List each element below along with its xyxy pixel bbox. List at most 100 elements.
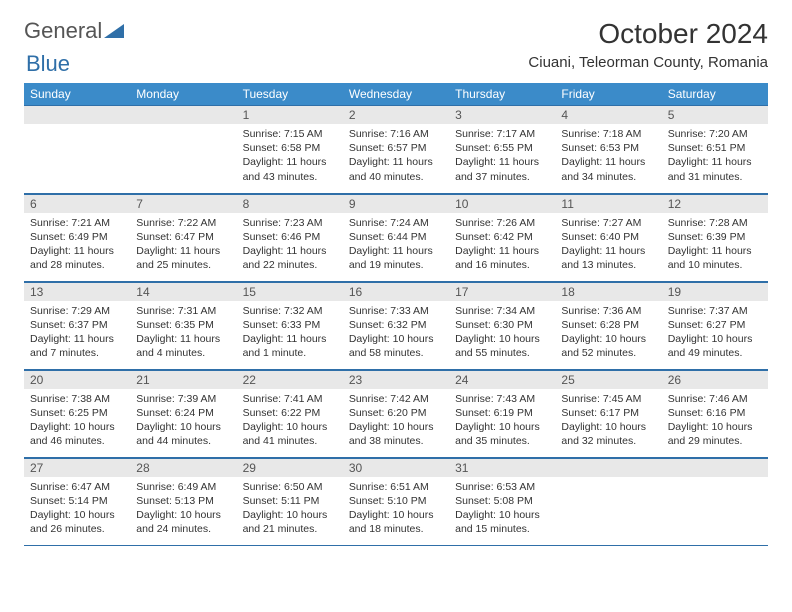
sunset-text: Sunset: 5:13 PM xyxy=(136,494,230,508)
brand-part1: General xyxy=(24,18,102,44)
day-number: 5 xyxy=(662,105,768,124)
sunset-text: Sunset: 6:16 PM xyxy=(668,406,762,420)
sunrise-text: Sunrise: 7:17 AM xyxy=(455,127,549,141)
day-number: 8 xyxy=(237,194,343,213)
day-info: Sunrise: 6:49 AMSunset: 5:13 PMDaylight:… xyxy=(130,477,236,541)
daylight-text: Daylight: 11 hours and 7 minutes. xyxy=(30,332,124,360)
sunset-text: Sunset: 5:10 PM xyxy=(349,494,443,508)
daylight-text: Daylight: 11 hours and 1 minute. xyxy=(243,332,337,360)
day-number: 30 xyxy=(343,458,449,477)
sunrise-text: Sunrise: 7:33 AM xyxy=(349,304,443,318)
calendar-week-row: 27Sunrise: 6:47 AMSunset: 5:14 PMDayligh… xyxy=(24,457,768,545)
sunrise-text: Sunrise: 7:36 AM xyxy=(561,304,655,318)
sunset-text: Sunset: 6:17 PM xyxy=(561,406,655,420)
sunrise-text: Sunrise: 7:43 AM xyxy=(455,392,549,406)
calendar-cell: 18Sunrise: 7:36 AMSunset: 6:28 PMDayligh… xyxy=(555,281,661,369)
calendar-week-row: 6Sunrise: 7:21 AMSunset: 6:49 PMDaylight… xyxy=(24,193,768,281)
weekday-header: Sunday xyxy=(24,83,130,105)
day-number: 12 xyxy=(662,194,768,213)
sunset-text: Sunset: 6:33 PM xyxy=(243,318,337,332)
weekday-header: Tuesday xyxy=(237,83,343,105)
day-number: 6 xyxy=(24,194,130,213)
sunrise-text: Sunrise: 6:53 AM xyxy=(455,480,549,494)
sunrise-text: Sunrise: 6:50 AM xyxy=(243,480,337,494)
brand-part2: Blue xyxy=(26,51,70,76)
calendar-cell: 10Sunrise: 7:26 AMSunset: 6:42 PMDayligh… xyxy=(449,193,555,281)
sunrise-text: Sunrise: 7:22 AM xyxy=(136,216,230,230)
sunset-text: Sunset: 6:49 PM xyxy=(30,230,124,244)
day-number: 24 xyxy=(449,370,555,389)
day-info: Sunrise: 7:45 AMSunset: 6:17 PMDaylight:… xyxy=(555,389,661,453)
day-number: 13 xyxy=(24,282,130,301)
calendar-week-row: 13Sunrise: 7:29 AMSunset: 6:37 PMDayligh… xyxy=(24,281,768,369)
day-info: Sunrise: 7:27 AMSunset: 6:40 PMDaylight:… xyxy=(555,213,661,277)
sunrise-text: Sunrise: 7:28 AM xyxy=(668,216,762,230)
day-number: 1 xyxy=(237,105,343,124)
sunrise-text: Sunrise: 7:37 AM xyxy=(668,304,762,318)
daylight-text: Daylight: 10 hours and 49 minutes. xyxy=(668,332,762,360)
day-number: 15 xyxy=(237,282,343,301)
calendar-cell: 4Sunrise: 7:18 AMSunset: 6:53 PMDaylight… xyxy=(555,105,661,193)
day-info: Sunrise: 7:28 AMSunset: 6:39 PMDaylight:… xyxy=(662,213,768,277)
day-info: Sunrise: 7:36 AMSunset: 6:28 PMDaylight:… xyxy=(555,301,661,365)
sunrise-text: Sunrise: 7:18 AM xyxy=(561,127,655,141)
day-info: Sunrise: 7:16 AMSunset: 6:57 PMDaylight:… xyxy=(343,124,449,188)
sunrise-text: Sunrise: 7:21 AM xyxy=(30,216,124,230)
calendar-cell: 23Sunrise: 7:42 AMSunset: 6:20 PMDayligh… xyxy=(343,369,449,457)
calendar-cell: 12Sunrise: 7:28 AMSunset: 6:39 PMDayligh… xyxy=(662,193,768,281)
calendar-cell: 26Sunrise: 7:46 AMSunset: 6:16 PMDayligh… xyxy=(662,369,768,457)
daylight-text: Daylight: 11 hours and 22 minutes. xyxy=(243,244,337,272)
day-info: Sunrise: 7:41 AMSunset: 6:22 PMDaylight:… xyxy=(237,389,343,453)
day-number: 9 xyxy=(343,194,449,213)
daylight-text: Daylight: 11 hours and 34 minutes. xyxy=(561,155,655,183)
sunset-text: Sunset: 6:19 PM xyxy=(455,406,549,420)
day-info: Sunrise: 7:17 AMSunset: 6:55 PMDaylight:… xyxy=(449,124,555,188)
calendar-cell: 9Sunrise: 7:24 AMSunset: 6:44 PMDaylight… xyxy=(343,193,449,281)
day-info: Sunrise: 7:31 AMSunset: 6:35 PMDaylight:… xyxy=(130,301,236,365)
calendar-cell: 3Sunrise: 7:17 AMSunset: 6:55 PMDaylight… xyxy=(449,105,555,193)
sunset-text: Sunset: 6:25 PM xyxy=(30,406,124,420)
daylight-text: Daylight: 11 hours and 28 minutes. xyxy=(30,244,124,272)
calendar-cell: 17Sunrise: 7:34 AMSunset: 6:30 PMDayligh… xyxy=(449,281,555,369)
sunrise-text: Sunrise: 7:32 AM xyxy=(243,304,337,318)
sunset-text: Sunset: 6:24 PM xyxy=(136,406,230,420)
calendar-cell: 28Sunrise: 6:49 AMSunset: 5:13 PMDayligh… xyxy=(130,457,236,545)
weekday-header: Monday xyxy=(130,83,236,105)
day-info: Sunrise: 7:43 AMSunset: 6:19 PMDaylight:… xyxy=(449,389,555,453)
day-info: Sunrise: 6:51 AMSunset: 5:10 PMDaylight:… xyxy=(343,477,449,541)
weekday-row: SundayMondayTuesdayWednesdayThursdayFrid… xyxy=(24,83,768,105)
sunrise-text: Sunrise: 7:29 AM xyxy=(30,304,124,318)
day-info: Sunrise: 7:46 AMSunset: 6:16 PMDaylight:… xyxy=(662,389,768,453)
day-number: 23 xyxy=(343,370,449,389)
day-info: Sunrise: 7:37 AMSunset: 6:27 PMDaylight:… xyxy=(662,301,768,365)
day-number xyxy=(24,105,130,124)
day-info: Sunrise: 7:26 AMSunset: 6:42 PMDaylight:… xyxy=(449,213,555,277)
sunset-text: Sunset: 6:28 PM xyxy=(561,318,655,332)
day-info: Sunrise: 7:39 AMSunset: 6:24 PMDaylight:… xyxy=(130,389,236,453)
sunrise-text: Sunrise: 7:38 AM xyxy=(30,392,124,406)
daylight-text: Daylight: 11 hours and 16 minutes. xyxy=(455,244,549,272)
sunset-text: Sunset: 6:42 PM xyxy=(455,230,549,244)
title-block: October 2024 Ciuani, Teleorman County, R… xyxy=(528,18,768,71)
sunset-text: Sunset: 6:37 PM xyxy=(30,318,124,332)
sunrise-text: Sunrise: 7:24 AM xyxy=(349,216,443,230)
day-number: 2 xyxy=(343,105,449,124)
day-number: 3 xyxy=(449,105,555,124)
day-number: 20 xyxy=(24,370,130,389)
day-info: Sunrise: 7:18 AMSunset: 6:53 PMDaylight:… xyxy=(555,124,661,188)
daylight-text: Daylight: 10 hours and 35 minutes. xyxy=(455,420,549,448)
sunrise-text: Sunrise: 7:26 AM xyxy=(455,216,549,230)
calendar-head: SundayMondayTuesdayWednesdayThursdayFrid… xyxy=(24,83,768,105)
day-number xyxy=(130,105,236,124)
day-number: 10 xyxy=(449,194,555,213)
daylight-text: Daylight: 10 hours and 29 minutes. xyxy=(668,420,762,448)
day-number: 14 xyxy=(130,282,236,301)
day-info: Sunrise: 7:33 AMSunset: 6:32 PMDaylight:… xyxy=(343,301,449,365)
sunrise-text: Sunrise: 7:45 AM xyxy=(561,392,655,406)
calendar-cell: 13 Sunrise: 7:29 AMSunset: 6:37 PMDayligh… xyxy=(24,281,130,369)
calendar-cell: 25Sunrise: 7:45 AMSunset: 6:17 PMDayligh… xyxy=(555,369,661,457)
calendar-cell: 22Sunrise: 7:41 AMSunset: 6:22 PMDayligh… xyxy=(237,369,343,457)
daylight-text: Daylight: 10 hours and 44 minutes. xyxy=(136,420,230,448)
calendar-cell: 27Sunrise: 6:47 AMSunset: 5:14 PMDayligh… xyxy=(24,457,130,545)
sunrise-text: Sunrise: 7:23 AM xyxy=(243,216,337,230)
